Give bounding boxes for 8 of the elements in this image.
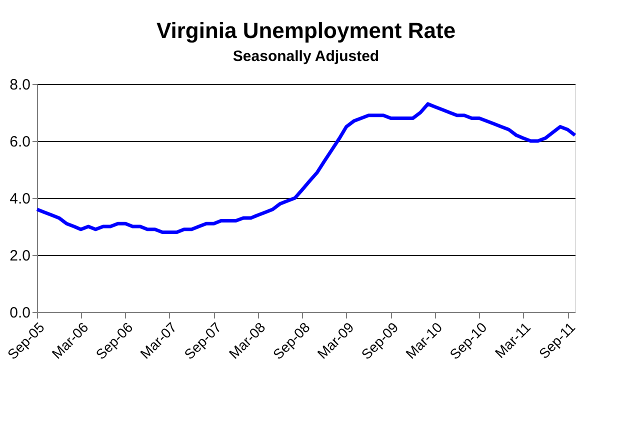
y-tick-label: 2.0 (10, 248, 30, 264)
line-series (35, 102, 577, 234)
y-tick-label: 4.0 (10, 190, 30, 208)
y-tick-label: 6.0 (10, 134, 30, 150)
chart-subtitle: Seasonally Adjusted (232, 48, 380, 65)
y-tick-label: 0.0 (10, 304, 30, 322)
y-tick-label: 8.0 (10, 76, 30, 94)
chart-title: Virginia Unemployment Rate (156, 18, 456, 43)
